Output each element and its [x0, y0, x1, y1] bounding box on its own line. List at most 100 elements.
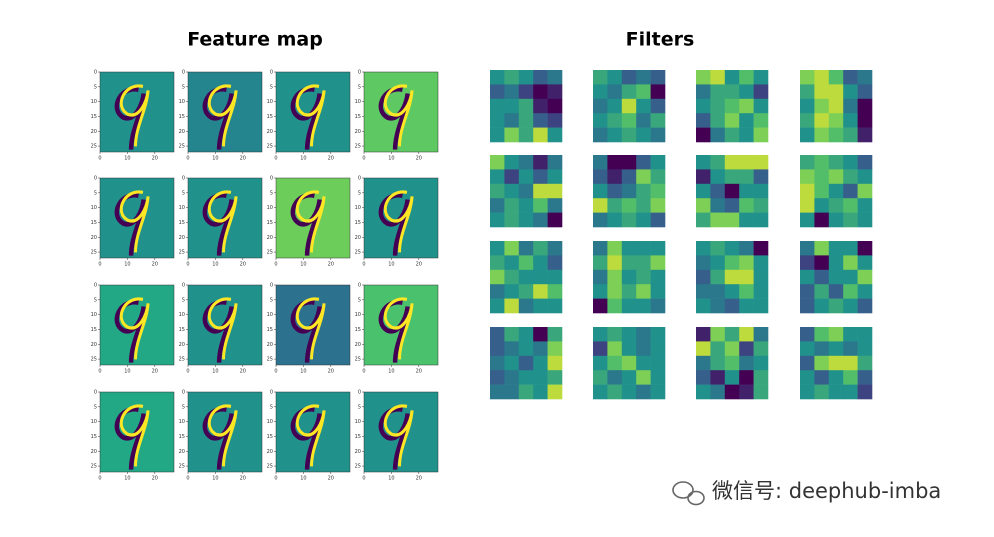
filter-cell — [533, 183, 548, 199]
filter-cell — [547, 241, 563, 256]
filter-cell — [857, 355, 873, 371]
filter-cell — [518, 70, 534, 85]
y-tick-label: 25 — [267, 464, 273, 470]
y-tick-label: 25 — [355, 250, 361, 256]
glyph-light — [383, 84, 414, 147]
filter-cell — [753, 127, 769, 143]
filter-cell — [828, 341, 844, 357]
feature-map-title: Feature map — [187, 29, 323, 51]
filter-cell — [739, 127, 754, 143]
y-tick-label: 20 — [355, 235, 361, 241]
filter-cell — [857, 113, 873, 128]
filter-cell — [843, 355, 858, 371]
filter-cell — [593, 269, 608, 285]
y-tick-label: 15 — [91, 434, 97, 440]
filter-cell — [710, 169, 726, 185]
filter-cell — [518, 255, 534, 271]
glyph-light — [119, 190, 150, 253]
y-tick-label: 15 — [355, 434, 361, 440]
filter-cell — [843, 198, 858, 213]
filter-cell — [547, 98, 563, 114]
filter-cell — [621, 384, 637, 400]
filter-cell — [710, 355, 726, 371]
filter-cell — [724, 70, 740, 85]
filter-cell — [843, 70, 858, 85]
y-tick-label: 20 — [179, 129, 185, 135]
filter-cell — [490, 355, 505, 371]
filter-cell — [650, 212, 666, 228]
filter-cell — [607, 298, 623, 314]
x-tick-label: 20 — [240, 369, 246, 375]
y-tick-label: 25 — [91, 144, 97, 150]
x-tick-label: 20 — [152, 156, 158, 162]
glyph-light — [295, 297, 326, 360]
x-tick-label: 10 — [124, 156, 130, 162]
filter-cell — [504, 384, 520, 400]
filter-cell — [607, 241, 623, 256]
filter-cell — [518, 113, 534, 128]
filter-cell — [857, 183, 873, 199]
filter-cell — [857, 127, 873, 143]
y-tick-label: 20 — [91, 235, 97, 241]
x-tick-label: 0 — [98, 369, 101, 375]
filter-cell — [621, 255, 637, 271]
filter-cell — [518, 327, 534, 342]
filter-cell — [650, 169, 666, 185]
filter-cell — [607, 155, 623, 170]
filter-cell — [696, 241, 711, 256]
glyph-light — [207, 84, 238, 147]
filter-cell — [607, 269, 623, 285]
filter-cell — [814, 84, 830, 100]
filter-cell — [504, 298, 520, 314]
filter-cell — [490, 70, 505, 85]
glyph-light — [383, 297, 414, 360]
x-tick-label: 20 — [416, 369, 422, 375]
y-tick-label: 25 — [267, 144, 273, 150]
filter-cell — [533, 355, 548, 371]
y-tick-label: 10 — [355, 205, 361, 211]
filter-cell — [710, 255, 726, 271]
filter-cell — [547, 341, 563, 357]
feature-glyph — [202, 404, 238, 470]
filter-cell — [533, 241, 548, 256]
y-tick-label: 20 — [91, 449, 97, 455]
filter-cell — [593, 255, 608, 271]
filter-cell — [710, 212, 726, 228]
y-tick-label: 5 — [358, 404, 361, 410]
filter-cell — [857, 98, 873, 114]
y-tick-label: 0 — [270, 70, 273, 76]
filter-cell — [753, 370, 769, 385]
filter-cell — [800, 70, 815, 85]
filter-cell — [828, 98, 844, 114]
filter-cell — [636, 183, 651, 199]
filter-cell — [607, 98, 623, 114]
filter-cell — [621, 341, 637, 357]
filter-cell — [533, 284, 548, 299]
filter-cell — [547, 127, 563, 143]
x-tick-label: 0 — [186, 262, 189, 268]
filter-cell — [843, 341, 858, 357]
x-tick-label: 0 — [98, 156, 101, 162]
filter-cell — [636, 212, 651, 228]
filter-cell — [828, 327, 844, 342]
glyph-light — [383, 404, 414, 467]
filter-cell — [753, 355, 769, 371]
filter-cell — [800, 241, 815, 256]
filter-cell — [857, 341, 873, 357]
feature-glyph — [202, 190, 238, 256]
filter-cell — [518, 241, 534, 256]
y-tick-label: 0 — [94, 283, 97, 289]
y-tick-label: 25 — [179, 357, 185, 363]
filter-cell — [650, 127, 666, 143]
filter-cell — [828, 284, 844, 299]
filter-cell — [724, 355, 740, 371]
filter-cell — [621, 183, 637, 199]
filter-cell — [518, 341, 534, 357]
filter-cell — [636, 155, 651, 170]
filter-cell — [593, 298, 608, 314]
filter-cell — [739, 284, 754, 299]
filter-cell — [843, 298, 858, 314]
filter-cell — [533, 298, 548, 314]
filter-cell — [843, 255, 858, 271]
filter-cell — [724, 127, 740, 143]
